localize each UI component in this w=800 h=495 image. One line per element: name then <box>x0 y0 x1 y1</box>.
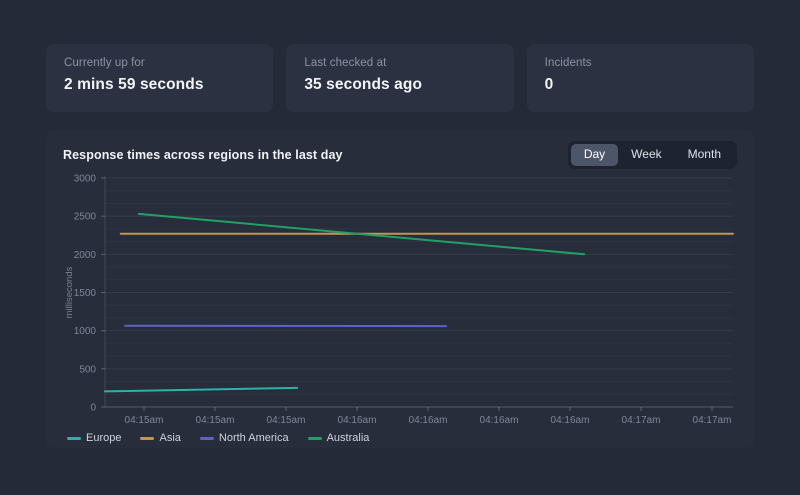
svg-text:1500: 1500 <box>74 288 97 299</box>
legend-swatch <box>67 436 81 440</box>
chart-legend: Europe Asia North America Australia <box>63 432 737 444</box>
legend-swatch <box>140 436 155 440</box>
svg-text:2000: 2000 <box>74 250 97 261</box>
legend-label: Europe <box>86 432 122 444</box>
stat-value: 35 seconds ago <box>304 76 423 93</box>
svg-text:0: 0 <box>90 403 96 414</box>
legend-label: Asia <box>159 432 181 444</box>
stats-row: Currently up for 2 mins 59 seconds Last … <box>46 44 754 112</box>
legend-label: Australia <box>326 432 370 444</box>
stat-value: 2 mins 59 seconds <box>64 76 204 93</box>
svg-text:04:16am: 04:16am <box>338 415 377 426</box>
svg-text:3000: 3000 <box>74 174 97 185</box>
dashboard-page: Currently up for 2 mins 59 seconds Last … <box>46 44 754 448</box>
svg-text:04:17am: 04:17am <box>622 415 661 426</box>
stat-label: Last checked at <box>304 57 387 69</box>
response-chart: 0 500 1000 1500 2000 2500 3000 04:15am 04:15am 04… <box>63 170 737 444</box>
legend-swatch <box>307 436 322 440</box>
stat-label: Currently up for <box>64 57 145 69</box>
legend-item-australia[interactable]: Australia <box>307 432 370 444</box>
stat-card-last-checked: Last checked at 35 seconds ago <box>286 44 514 112</box>
legend-item-asia[interactable]: Asia <box>140 432 181 444</box>
svg-text:04:16am: 04:16am <box>409 415 448 426</box>
panel-title: Response times across regions in the las… <box>63 148 343 162</box>
svg-text:04:15am: 04:15am <box>125 415 164 426</box>
svg-text:04:16am: 04:16am <box>480 415 519 426</box>
tab-day[interactable]: Day <box>570 144 619 166</box>
legend-label: North America <box>218 432 289 444</box>
svg-text:milliseconds: milliseconds <box>64 266 75 318</box>
stat-card-incidents: Incidents 0 <box>526 44 754 112</box>
svg-text:04:15am: 04:15am <box>196 415 235 426</box>
legend-item-europe[interactable]: Europe <box>67 432 121 444</box>
tab-month[interactable]: Month <box>675 144 734 165</box>
stat-value: 0 <box>544 76 554 93</box>
panel-header: Response times across regions in the las… <box>63 141 737 169</box>
svg-text:04:17am: 04:17am <box>693 415 732 426</box>
range-toggle: Day Week Month <box>567 141 737 169</box>
legend-item-north-america[interactable]: North America <box>199 432 289 444</box>
svg-text:04:15am: 04:15am <box>267 415 306 426</box>
svg-text:1000: 1000 <box>74 326 97 337</box>
svg-text:04:16am: 04:16am <box>551 415 590 426</box>
svg-text:2500: 2500 <box>74 212 97 223</box>
response-time-line-chart: 0 500 1000 1500 2000 2500 3000 04:15am 04:15am 04… <box>64 174 734 426</box>
stat-label: Incidents <box>544 57 592 69</box>
svg-text:500: 500 <box>79 364 96 375</box>
stat-card-uptime: Currently up for 2 mins 59 seconds <box>46 44 274 112</box>
response-times-panel: Response times across regions in the las… <box>46 130 754 448</box>
tab-week[interactable]: Week <box>618 144 674 165</box>
legend-swatch <box>199 436 214 440</box>
